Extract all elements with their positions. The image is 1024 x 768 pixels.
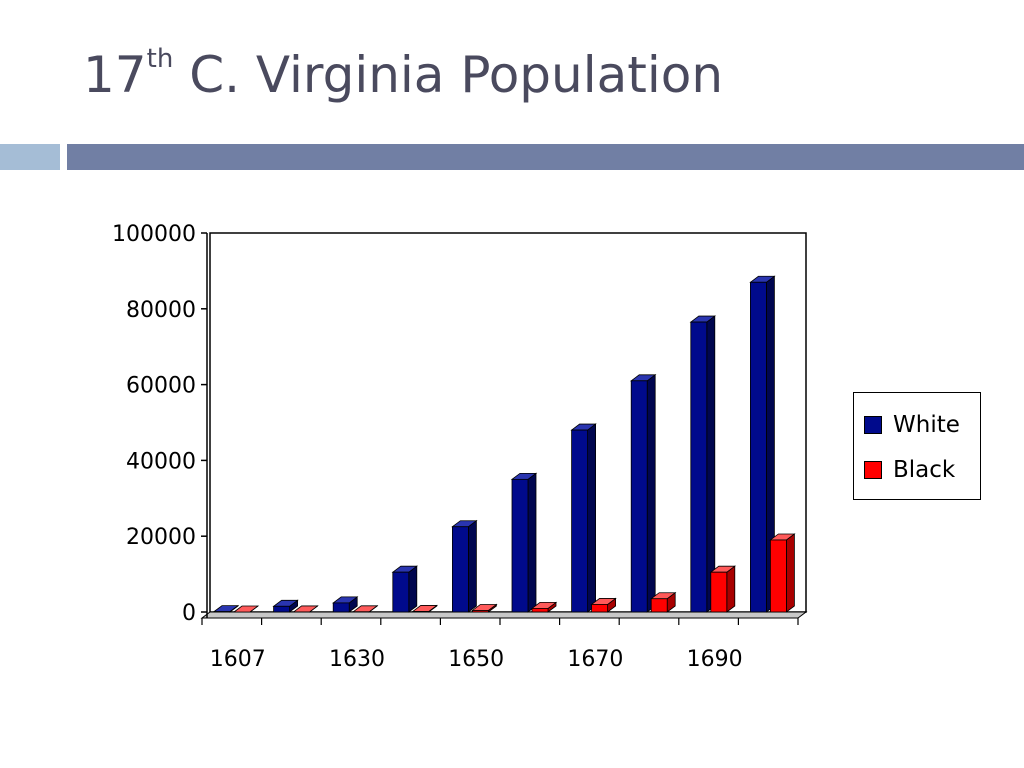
x-tick-label: 1630 [329,647,385,672]
plot-area [209,232,807,613]
legend-item-black: Black [864,455,955,485]
y-tick-label: 0 [182,601,196,626]
bar-black-1 [292,605,319,613]
bar-black-9 [769,533,796,613]
title-rest: C. Virginia Population [173,46,724,104]
bar-white-3 [391,565,418,613]
y-tick-label: 40000 [126,449,196,474]
bar-white-1 [272,599,299,613]
bar-black-7 [650,591,677,613]
legend-item-white: White [864,410,960,440]
legend-label-black: Black [893,457,956,483]
y-tick-label: 60000 [126,374,196,399]
bar-white-7 [630,374,657,613]
bar-white-8 [689,315,716,613]
y-tick-label: 80000 [126,298,196,323]
bar-black-3 [411,604,438,613]
x-tick-label: 1607 [210,647,266,672]
bar-black-2 [352,605,379,613]
bar-white-5 [510,472,538,613]
title-superscript: th [146,44,174,74]
bar-black-0 [232,605,260,613]
legend-swatch-black [864,461,882,479]
bar-white-2 [332,596,359,613]
bar-black-8 [709,565,736,613]
title-main: 17 [83,46,147,104]
bar-white-6 [570,423,597,613]
x-tick-label: 1670 [567,647,623,672]
bar-white-4 [451,519,478,613]
accent-block [0,144,60,170]
x-tick-label: 1690 [687,647,743,672]
bar-black-5 [530,601,558,613]
bar-black-6 [590,597,617,613]
bar-black-4 [471,603,498,613]
legend-swatch-white [864,416,882,434]
x-tick-label: 1650 [448,647,504,672]
chart-legend: White Black [853,392,981,500]
accent-bar [67,144,1024,170]
legend-label-white: White [893,412,960,438]
chart-floor [200,611,808,619]
slide-title: 17th C. Virginia Population [83,46,723,100]
y-tick-label: 100000 [112,222,196,247]
y-tick-label: 20000 [126,525,196,550]
bar-white-0 [212,604,240,613]
